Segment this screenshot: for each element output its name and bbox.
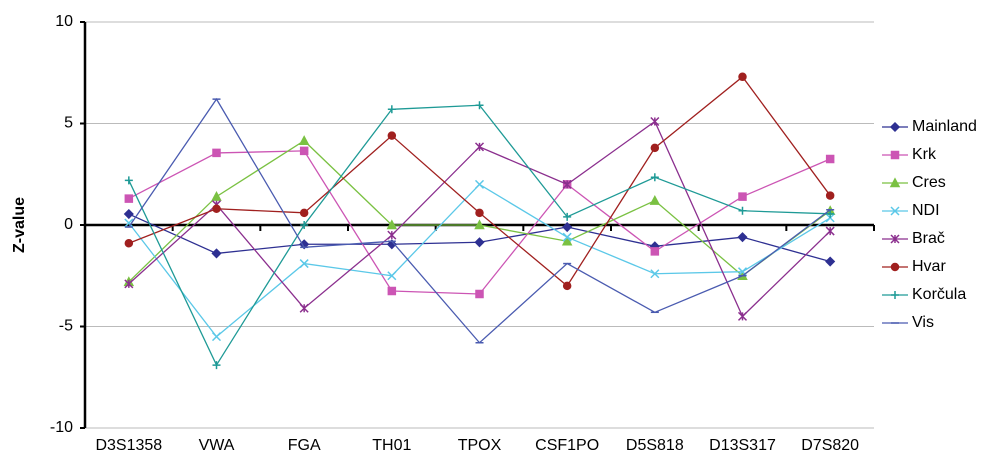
marker xyxy=(475,208,484,218)
marker xyxy=(474,142,485,152)
marker xyxy=(298,135,310,146)
marker xyxy=(475,101,484,110)
x-tick-label: D3S1358 xyxy=(95,437,162,454)
legend-marker xyxy=(891,291,899,299)
marker xyxy=(650,247,660,256)
legend-marker xyxy=(890,150,900,160)
legend-label: Hvar xyxy=(912,258,946,275)
x-tick-label: D7S820 xyxy=(801,437,859,454)
marker xyxy=(562,281,572,291)
marker xyxy=(212,361,221,370)
marker xyxy=(387,131,397,140)
marker xyxy=(474,179,485,189)
marker xyxy=(826,209,835,218)
marker xyxy=(387,105,396,114)
marker xyxy=(650,269,660,279)
x-tick-label: TH01 xyxy=(372,437,411,454)
marker xyxy=(299,146,309,156)
legend-label: Vis xyxy=(912,314,934,331)
legend-marker xyxy=(890,234,900,244)
y-axis-title: Z-value xyxy=(11,197,28,253)
y-tick-label: -10 xyxy=(50,419,73,436)
marker xyxy=(825,154,835,164)
marker xyxy=(738,206,747,215)
marker xyxy=(211,248,222,259)
marker xyxy=(737,232,748,243)
marker xyxy=(299,208,309,218)
marker xyxy=(211,190,222,201)
marker xyxy=(738,72,747,82)
x-tick-label: TPOX xyxy=(458,437,502,454)
marker xyxy=(475,289,484,299)
marker xyxy=(563,212,572,221)
marker xyxy=(650,116,660,127)
marker xyxy=(124,239,134,248)
marker xyxy=(562,179,572,189)
marker xyxy=(386,239,397,250)
marker xyxy=(825,191,835,200)
marker xyxy=(825,256,836,267)
marker xyxy=(825,226,835,236)
marker xyxy=(650,173,659,182)
legend-label: Krk xyxy=(912,146,937,163)
marker xyxy=(562,232,572,242)
marker xyxy=(212,204,221,214)
legend-marker xyxy=(889,177,901,188)
marker xyxy=(124,218,134,228)
marker xyxy=(386,219,398,230)
marker xyxy=(474,237,485,248)
marker xyxy=(299,259,309,269)
marker xyxy=(650,143,660,153)
marker xyxy=(212,148,221,158)
legend-marker xyxy=(890,206,900,216)
marker xyxy=(124,279,134,289)
legend-label: Cres xyxy=(912,174,946,191)
marker xyxy=(211,332,222,342)
legend-label: Mainland xyxy=(912,118,977,135)
y-tick-label: -5 xyxy=(59,318,73,335)
marker xyxy=(299,303,309,313)
x-tick-label: FGA xyxy=(288,437,321,454)
y-tick-label: 0 xyxy=(64,216,73,233)
marker xyxy=(737,311,748,321)
x-tick-label: CSF1PO xyxy=(535,437,599,454)
legend-label: Brač xyxy=(912,230,945,247)
y-tick-label: 5 xyxy=(64,115,73,132)
x-tick-label: D13S317 xyxy=(709,437,776,454)
marker xyxy=(300,221,309,229)
marker xyxy=(738,192,747,201)
x-tick-label: VWA xyxy=(199,437,235,454)
legend-marker xyxy=(890,262,900,272)
marker xyxy=(562,221,573,233)
marker xyxy=(649,195,661,205)
marker xyxy=(474,219,485,230)
legend-marker xyxy=(889,121,901,133)
legend-label: NDI xyxy=(912,202,940,219)
marker xyxy=(387,286,397,296)
marker xyxy=(124,176,133,185)
marker xyxy=(124,194,134,203)
marker xyxy=(825,213,835,223)
y-tick-label: 10 xyxy=(55,13,73,30)
x-tick-label: D5S818 xyxy=(626,437,684,454)
marker xyxy=(123,208,134,220)
legend-label: Korčula xyxy=(912,286,966,303)
marker xyxy=(387,271,397,281)
marker xyxy=(561,235,573,246)
marker xyxy=(387,230,397,240)
